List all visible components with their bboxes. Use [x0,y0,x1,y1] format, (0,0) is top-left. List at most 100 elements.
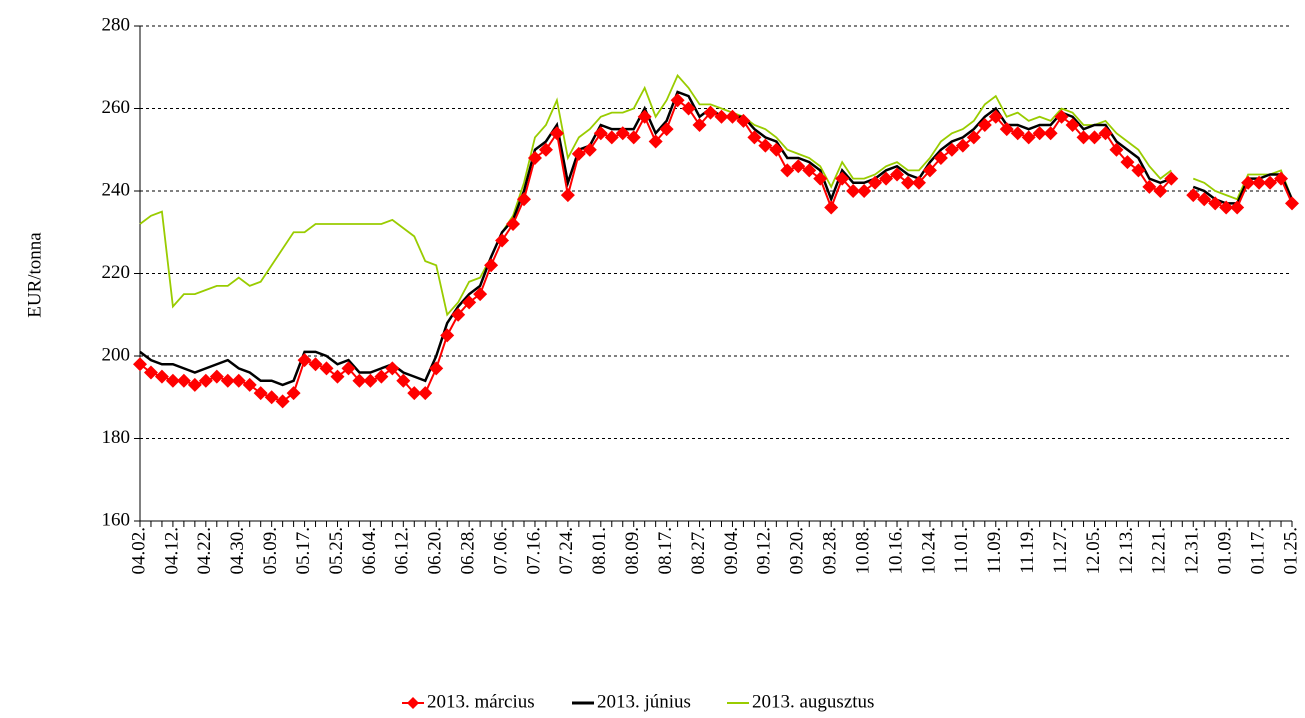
legend-label: 2013. június [597,691,691,712]
y-tick-label: 180 [102,427,131,448]
point-marker [966,130,981,145]
x-tick-label: 05.25. [326,527,347,575]
point-marker [242,377,257,392]
series-line [139,73,1293,317]
x-tick-label: 10.08. [852,527,873,575]
x-tick-label: 11.19. [1017,527,1038,574]
point-marker [659,122,674,137]
point-marker [352,373,367,388]
point-marker [1010,126,1025,141]
point-marker [1153,184,1168,198]
x-tick-label: 07.24. [556,527,577,575]
point-marker [758,138,773,153]
point-marker [407,386,422,401]
point-marker [1241,175,1256,190]
point-marker [868,175,883,190]
point-marker [703,105,718,120]
x-tick-label: 11.27. [1050,527,1071,574]
point-marker [681,101,696,116]
point-marker [341,361,356,376]
x-tick-label: 10.24. [918,527,939,575]
y-axis-label: EUR/tonna [24,232,45,318]
point-marker [824,200,839,215]
point-marker [1043,126,1058,141]
point-marker [944,142,959,157]
point-marker [1076,130,1091,145]
point-marker [1197,192,1212,207]
x-tick-label: 06.12. [392,527,413,575]
x-tick-label: 12.31. [1182,527,1203,575]
x-tick-label: 08.01. [589,527,610,575]
x-tick-label: 06.04. [359,527,380,575]
point-marker [363,373,378,388]
point-marker [374,369,389,384]
x-tick-label: 04.22. [194,527,215,575]
point-marker [670,93,685,108]
x-tick-label: 01.09. [1215,527,1236,575]
point-marker [769,142,784,157]
x-tick-label: 09.28. [820,527,841,575]
x-tick-label: 01.17. [1247,527,1268,575]
y-tick-label: 160 [102,509,131,530]
point-marker [714,109,729,124]
point-marker [1065,118,1080,132]
point-marker [1142,179,1157,194]
point-marker [220,373,235,388]
x-tick-label: 04.02. [128,527,149,575]
point-marker [385,361,400,376]
x-tick-label: 09.04. [721,527,742,575]
point-marker [615,126,630,141]
point-marker [791,159,806,174]
point-marker [802,163,817,178]
point-marker [319,361,334,376]
point-marker [582,142,597,157]
point-marker [1252,175,1267,190]
point-marker [835,171,850,186]
point-marker [440,328,455,343]
point-marker [1274,171,1289,186]
point-marker [1109,142,1124,157]
x-tick-label: 09.12. [754,527,775,575]
point-marker [253,386,268,401]
x-tick-label: 08.27. [688,527,709,575]
x-tick-label: 04.30. [227,527,248,575]
x-tick-label: 05.09. [260,527,281,575]
point-marker [571,146,586,161]
point-marker [187,377,202,392]
x-tick-label: 08.09. [622,527,643,575]
point-marker [1131,163,1146,178]
point-marker [527,151,542,165]
x-tick-label: 12.13. [1116,527,1137,575]
point-marker [176,373,191,388]
point-marker [264,390,279,405]
point-marker [1098,126,1113,141]
point-marker [133,357,147,372]
x-tick-label: 06.28. [458,527,479,575]
point-marker [637,109,652,124]
point-marker [165,373,180,388]
point-marker [538,142,553,157]
point-marker [813,171,828,186]
point-marker [736,113,751,128]
x-tick-label: 07.06. [490,527,511,575]
legend-label: 2013. március [427,691,535,712]
y-tick-label: 260 [102,97,131,118]
point-marker [462,295,477,310]
point-marker [549,126,564,141]
point-marker [506,217,521,231]
point-marker [692,118,707,132]
point-marker [1054,109,1069,124]
point-marker [154,369,169,384]
point-marker [911,175,926,190]
y-tick-label: 280 [102,14,131,35]
point-marker [846,184,861,198]
legend-marker [407,697,419,709]
point-marker [1263,175,1278,190]
point-marker [593,126,608,141]
point-marker [209,369,224,384]
x-tick-label: 05.17. [293,527,314,575]
point-marker [879,171,894,186]
x-tick-label: 01.25. [1280,527,1301,575]
point-marker [484,258,499,273]
